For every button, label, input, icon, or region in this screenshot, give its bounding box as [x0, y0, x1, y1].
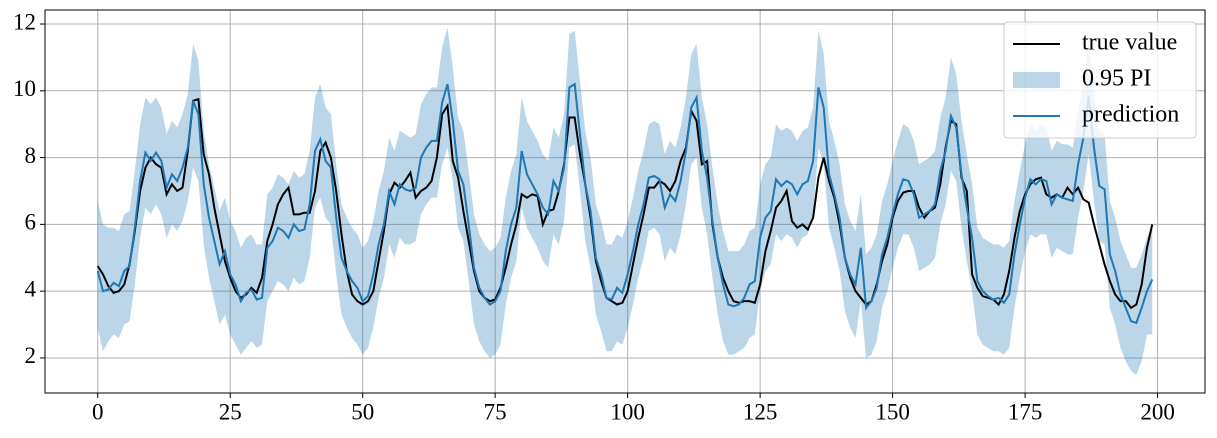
- legend: true value 0.95 PI prediction: [1003, 21, 1197, 139]
- plot-frame: [44, 9, 1206, 394]
- y-tick-label: 2: [25, 343, 37, 368]
- legend-label: prediction: [1082, 102, 1179, 128]
- prediction-interval: [97, 27, 1153, 375]
- legend-box: [1003, 21, 1197, 139]
- series-line: [96, 97, 1154, 310]
- y-tick-label: 10: [13, 76, 36, 101]
- y-tick-label: 4: [25, 276, 37, 301]
- legend-label: true value: [1082, 30, 1177, 56]
- x-tick-label: 125: [743, 399, 778, 424]
- x-tick-label: 75: [484, 399, 507, 424]
- y-tick-label: 6: [25, 210, 37, 235]
- x-tick-label: 200: [1140, 399, 1175, 424]
- y-tick-label: 8: [25, 143, 37, 168]
- x-tick-label: 150: [875, 399, 910, 424]
- x-tick-label: 25: [219, 399, 242, 424]
- x-tick-label: 100: [610, 399, 645, 424]
- x-tick-label: 0: [92, 399, 104, 424]
- y-tick-label: 12: [13, 9, 36, 34]
- x-tick-label: 50: [351, 399, 374, 424]
- series-line: [96, 82, 1154, 325]
- legend-label: 0.95 PI: [1082, 66, 1151, 92]
- x-tick-label: 175: [1008, 399, 1043, 424]
- legend-swatch: [1013, 72, 1060, 88]
